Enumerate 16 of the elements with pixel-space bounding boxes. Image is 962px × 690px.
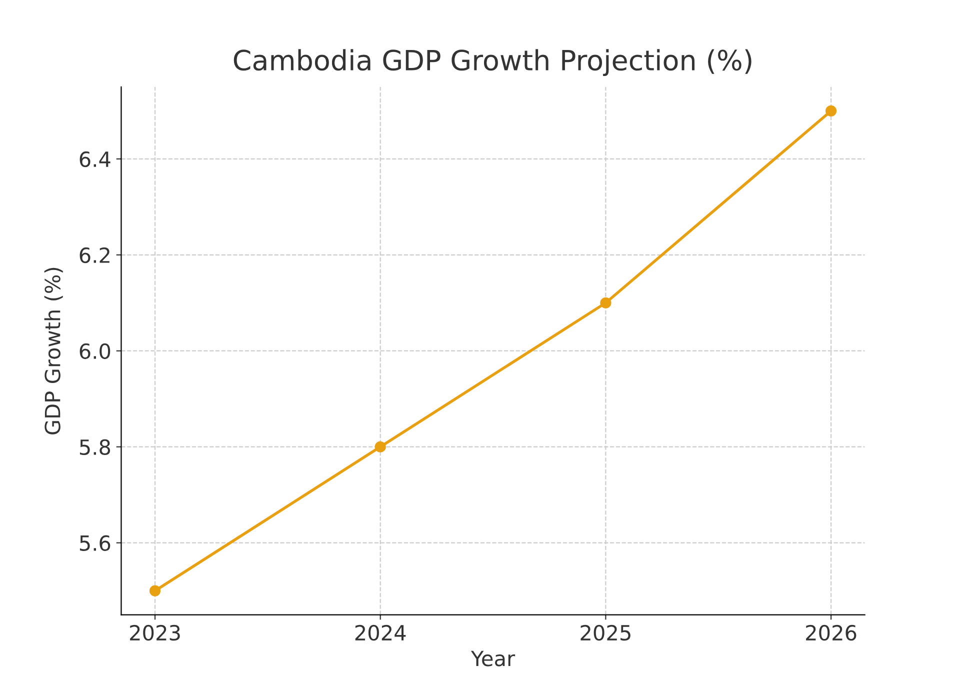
x-tick-label: 2025: [580, 624, 630, 641]
x-axis-title: Year: [470, 650, 516, 666]
chart-title: Cambodia GDP Growth Projection (%): [234, 49, 752, 76]
x-tick-label: 2023: [130, 624, 180, 641]
point: [149, 585, 161, 596]
x-tick-label: 2026: [806, 624, 856, 641]
y-tick-label: 6.4: [80, 151, 110, 168]
point: [600, 297, 612, 308]
point: [825, 105, 837, 116]
point: [374, 441, 386, 452]
y-axis-title: GDP Growth (%): [44, 268, 63, 434]
x-tick-label: 2024: [355, 624, 406, 641]
y-tick-label: 5.8: [80, 439, 110, 456]
y-tick-label: 5.6: [80, 535, 110, 552]
y-tick-label: 6.0: [80, 343, 110, 360]
y-tick-label: 6.2: [80, 247, 110, 264]
